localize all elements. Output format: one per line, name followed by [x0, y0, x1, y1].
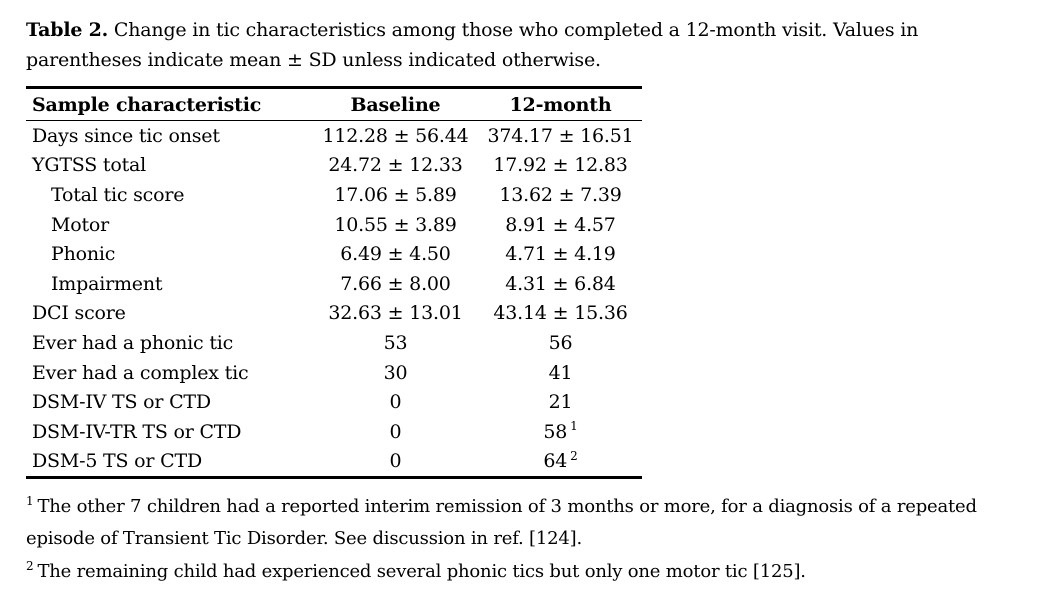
row-label-cell: Ever had a phonic tic	[32, 331, 234, 354]
table-row: Motor 10.55 ± 3.89 8.91 ± 4.57	[26, 210, 642, 240]
baseline-cell: 30	[383, 361, 408, 384]
table-row: Total tic score 17.06 ± 5.89 13.62 ± 7.3…	[26, 180, 642, 210]
row-label-cell: Total tic score	[51, 183, 185, 206]
table-header-row: Sample characteristic Baseline 12-month	[26, 89, 642, 121]
month12-value: 58	[543, 420, 568, 443]
month12-cell: 58 1	[479, 419, 642, 443]
table-row: YGTSS total 24.72 ± 12.33 17.92 ± 12.83	[26, 151, 642, 181]
month12-cell: 21	[548, 391, 573, 414]
row-label-cell: DSM-IV-TR TS or CTD	[32, 420, 242, 443]
month12-cell: 374.17 ± 16.51	[487, 124, 634, 147]
row-label-cell: Phonic	[51, 243, 116, 266]
baseline-cell: 24.72 ± 12.33	[328, 154, 463, 177]
column-header-sample-characteristic: Sample characteristic	[32, 93, 262, 116]
baseline-cell: 32.63 ± 13.01	[328, 302, 463, 325]
footnote-1-marker: 1	[26, 494, 34, 509]
baseline-cell: 0	[389, 450, 402, 473]
row-label-cell: DSM-5 TS or CTD	[32, 450, 202, 473]
row-label-cell: YGTSS total	[32, 154, 147, 177]
baseline-cell: 10.55 ± 3.89	[334, 213, 457, 236]
data-table: Sample characteristic Baseline 12-month …	[26, 86, 642, 480]
footnote-2-text: The remaining child had experienced seve…	[37, 561, 806, 583]
column-header-baseline: Baseline	[350, 93, 441, 116]
baseline-cell: 17.06 ± 5.89	[334, 183, 457, 206]
table-caption: Table 2. Change in tic characteristics a…	[26, 15, 1031, 75]
table-caption-label: Table 2.	[26, 19, 109, 41]
table-row: Ever had a complex tic 30 41	[26, 358, 642, 388]
baseline-cell: 0	[389, 391, 402, 414]
table-caption-text: Change in tic characteristics among thos…	[26, 19, 919, 71]
baseline-cell: 6.49 ± 4.50	[340, 243, 451, 266]
table-row: Impairment 7.66 ± 8.00 4.31 ± 6.84	[26, 269, 642, 299]
baseline-cell: 112.28 ± 56.44	[322, 124, 469, 147]
footnote-marker-2: 2	[570, 449, 578, 463]
table-row: DSM-IV TS or CTD 0 21	[26, 387, 642, 417]
column-header-12-month: 12-month	[509, 93, 612, 116]
month12-cell: 8.91 ± 4.57	[505, 213, 616, 236]
footnote-1-text: The other 7 children had a reported inte…	[26, 496, 977, 549]
month12-cell: 13.62 ± 7.39	[499, 183, 622, 206]
row-label-cell: Ever had a complex tic	[32, 361, 249, 384]
footnotes: 1 The other 7 children had a reported int…	[26, 491, 1031, 588]
month12-cell: 56	[548, 331, 573, 354]
row-label-cell: Impairment	[51, 272, 163, 295]
month12-cell: 4.31 ± 6.84	[505, 272, 616, 295]
table-row: DSM-IV-TR TS or CTD 0 58 1	[26, 417, 642, 447]
baseline-cell: 53	[383, 331, 408, 354]
table-row: DCI score 32.63 ± 13.01 43.14 ± 15.36	[26, 299, 642, 329]
month12-cell: 41	[548, 361, 573, 384]
footnote-marker-1: 1	[570, 419, 578, 434]
month12-cell: 64 2	[479, 450, 642, 472]
table-row: DSM-5 TS or CTD 0 64 2	[26, 447, 642, 477]
table-row: Phonic 6.49 ± 4.50 4.71 ± 4.19	[26, 239, 642, 269]
baseline-cell: 0	[389, 420, 402, 443]
month12-cell: 17.92 ± 12.83	[493, 154, 628, 177]
month12-value: 64	[543, 450, 568, 473]
footnote-2-marker: 2	[26, 559, 34, 574]
month12-cell: 4.71 ± 4.19	[505, 243, 616, 266]
row-label-cell: DCI score	[32, 302, 126, 325]
footnote-1: 1 The other 7 children had a reported int…	[26, 491, 1031, 554]
baseline-cell: 7.66 ± 8.00	[340, 272, 451, 295]
month12-cell: 43.14 ± 15.36	[493, 302, 628, 325]
footnote-2: 2 The remaining child had experienced sev…	[26, 556, 1031, 588]
row-label-cell: Days since tic onset	[32, 124, 220, 147]
row-label-cell: Motor	[51, 213, 110, 236]
table-row: Ever had a phonic tic 53 56	[26, 328, 642, 358]
table-row: Days since tic onset 112.28 ± 56.44 374.…	[26, 121, 642, 151]
row-label-cell: DSM-IV TS or CTD	[32, 391, 211, 414]
